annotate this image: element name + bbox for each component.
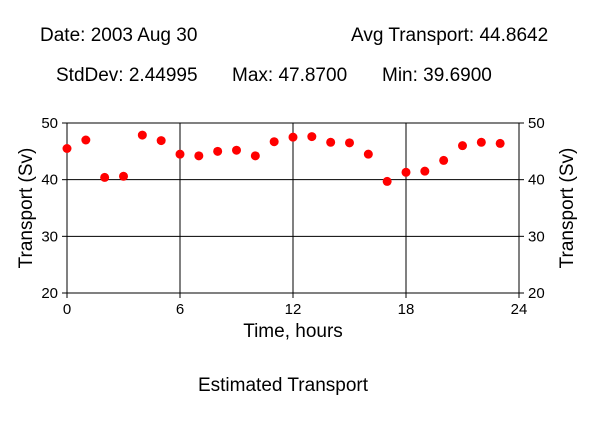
data-point	[420, 166, 430, 176]
data-point	[476, 137, 486, 147]
chart-caption: Estimated Transport	[198, 375, 369, 396]
y-tick-label-left: 50	[41, 115, 58, 132]
y-tick-label-right: 50	[528, 115, 545, 132]
x-tick-label: 6	[176, 301, 184, 318]
x-tick-label: 12	[285, 301, 302, 318]
data-point	[363, 149, 373, 159]
data-point	[156, 136, 166, 146]
y-axis-label-right: Transport (Sv)	[557, 148, 578, 269]
data-points	[62, 130, 505, 186]
data-point	[232, 145, 241, 155]
data-point	[81, 135, 91, 145]
data-point	[250, 151, 260, 161]
y-axis-label-left: Transport (Sv)	[16, 148, 37, 269]
data-point	[62, 144, 72, 153]
data-point	[100, 172, 110, 182]
x-tick-label: 24	[511, 301, 528, 318]
date-label: Date: 2003 Aug 30	[40, 25, 198, 46]
y-tick-label-right: 20	[528, 285, 545, 302]
data-point	[401, 167, 411, 177]
y-tick-label-left: 20	[41, 285, 58, 302]
data-point	[307, 132, 317, 142]
y-tick-label-left: 40	[41, 172, 58, 189]
avg-transport-label: Avg Transport: 44.8642	[351, 25, 549, 46]
data-point	[119, 171, 128, 181]
data-point	[458, 141, 467, 151]
data-point	[288, 132, 298, 142]
y-tick-label-right: 40	[528, 172, 545, 189]
data-point	[213, 146, 223, 156]
data-point	[495, 138, 505, 148]
max-label: Max: 47.8700	[232, 65, 348, 86]
x-tick-label: 18	[398, 301, 415, 318]
data-point	[326, 137, 336, 147]
data-point	[269, 137, 279, 147]
data-point	[345, 138, 354, 148]
chart-grid	[67, 123, 519, 293]
x-tick-label: 0	[63, 301, 71, 318]
x-axis-label: Time, hours	[243, 321, 343, 342]
y-tick-label-left: 30	[41, 228, 58, 245]
data-point	[382, 176, 392, 186]
y-tick-label-right: 30	[528, 228, 545, 245]
min-label: Min: 39.6900	[382, 65, 492, 86]
stddev-label: StdDev: 2.44995	[56, 65, 198, 86]
data-point	[194, 151, 204, 161]
data-point	[137, 130, 147, 140]
data-point	[175, 149, 185, 159]
data-point	[439, 155, 449, 165]
